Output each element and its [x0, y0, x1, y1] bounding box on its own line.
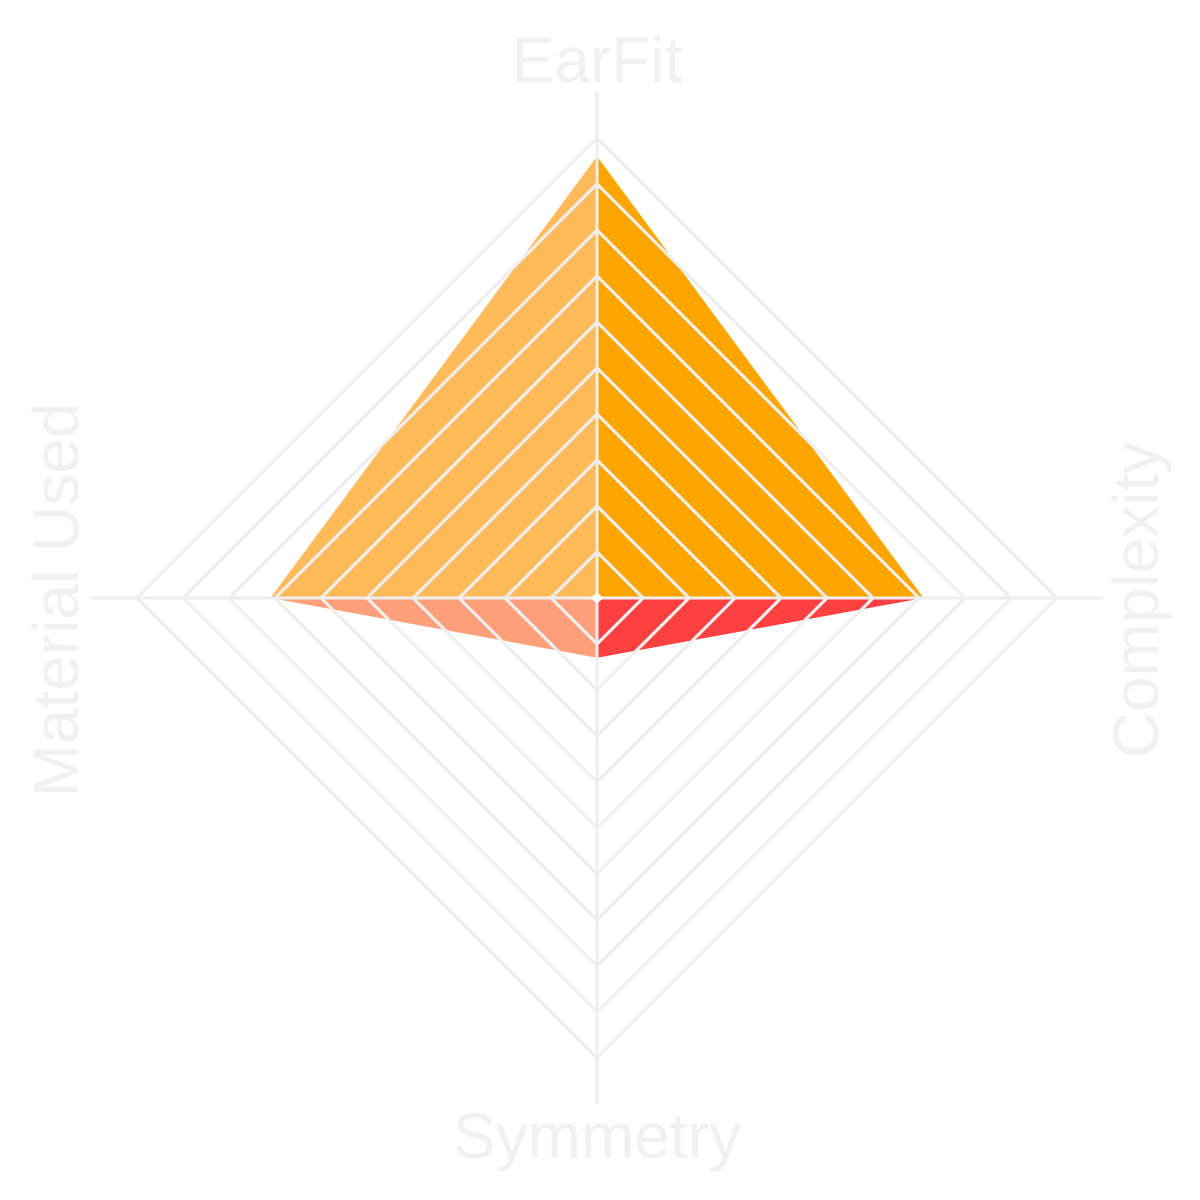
data-area — [270, 156, 924, 658]
axis-labels: EarFit Complexity Symmetry Material Used — [20, 24, 1172, 1172]
data-area-material-earfit — [270, 156, 597, 598]
data-area-earfit-complexity — [597, 156, 924, 598]
data-area-symmetry-material — [270, 598, 597, 658]
axis-label-material-used: Material Used — [20, 403, 92, 798]
axis-label-complexity: Complexity — [1100, 442, 1172, 759]
axis-label-symmetry: Symmetry — [453, 1100, 741, 1172]
center-marker — [591, 592, 603, 604]
axis-label-earfit: EarFit — [512, 24, 683, 96]
data-area-complexity-symmetry — [597, 598, 924, 658]
radar-grid — [91, 92, 1103, 1104]
